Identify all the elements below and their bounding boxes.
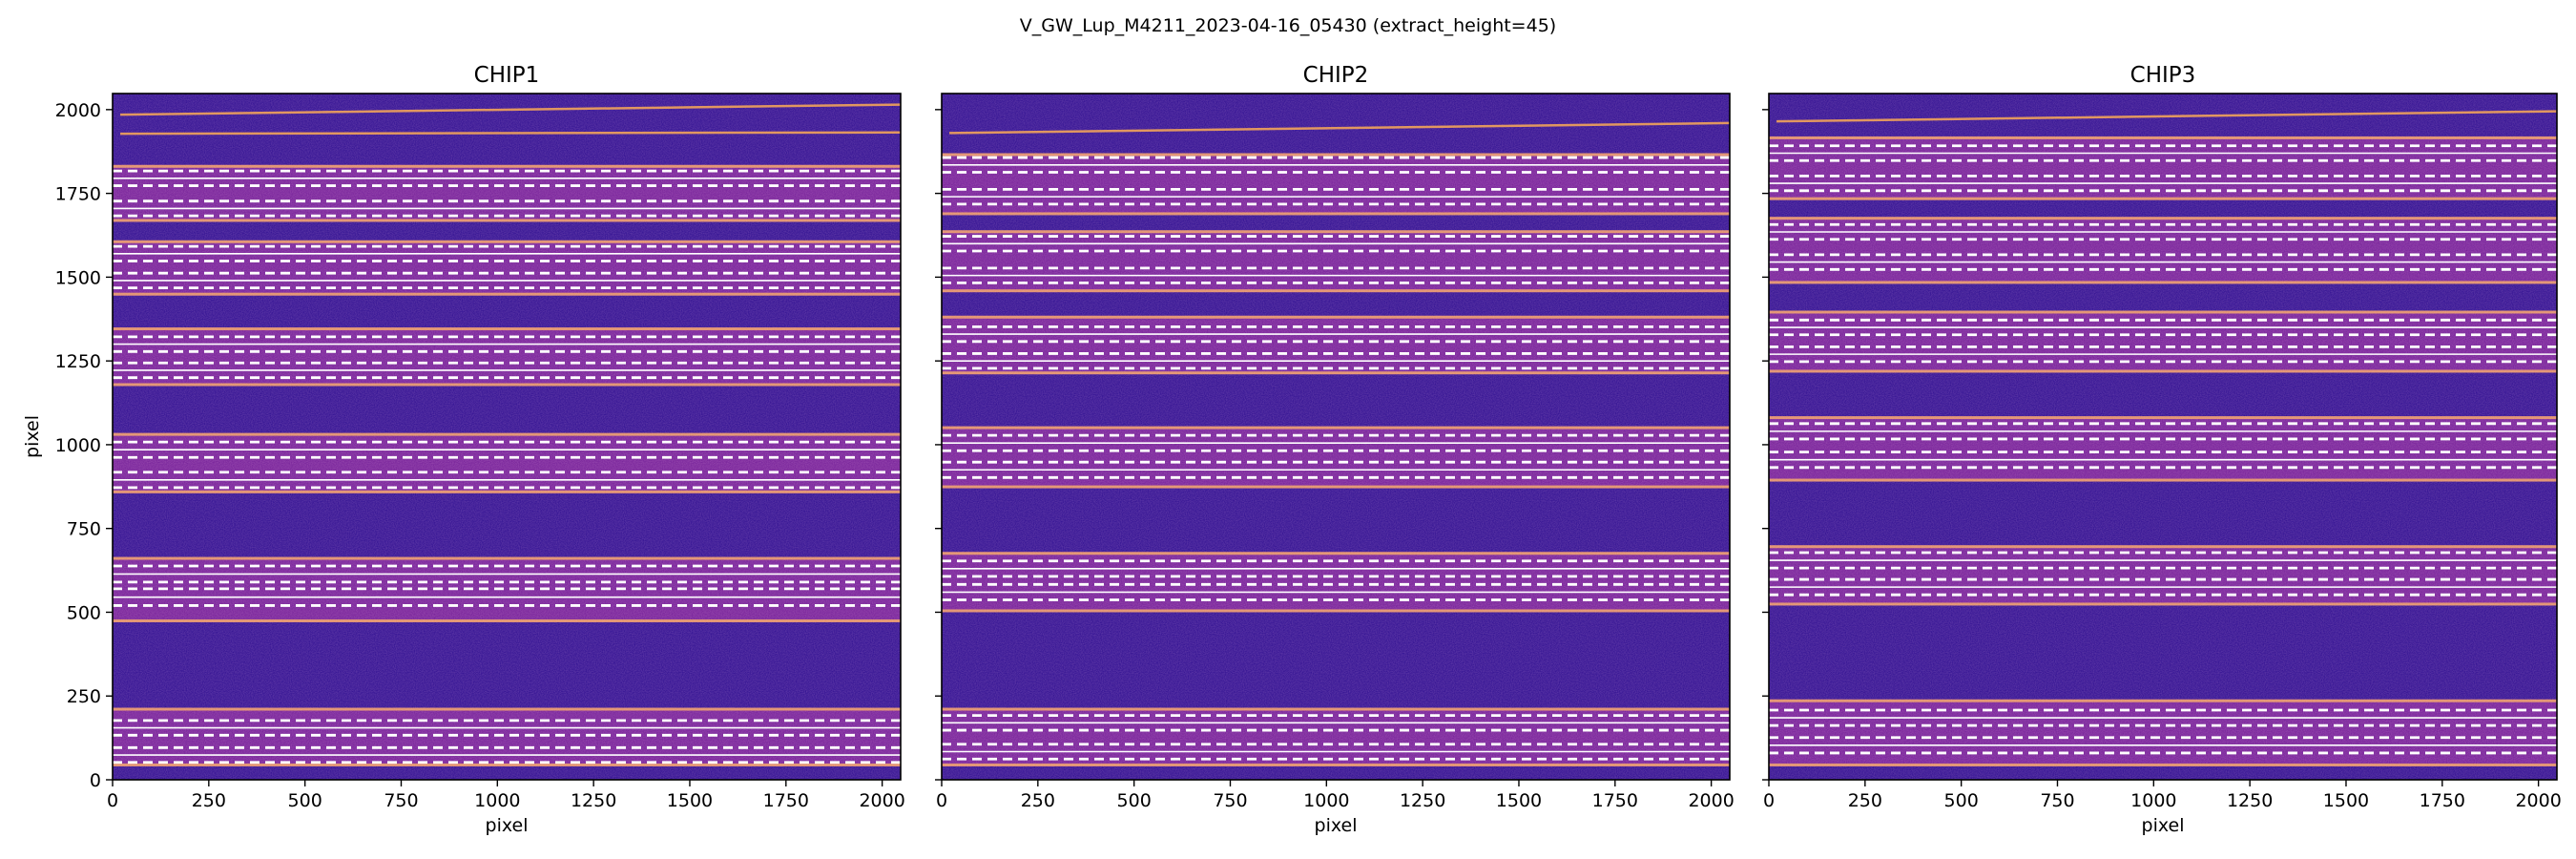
- x-tick-label: 750: [2040, 790, 2074, 811]
- suptitle: V_GW_Lup_M4211_2023-04-16_05430 (extract…: [1020, 15, 1556, 36]
- y-tick-label: 750: [67, 519, 101, 540]
- x-tick-label: 1250: [2227, 790, 2273, 811]
- x-tick-label: 1000: [1303, 790, 1349, 811]
- y-tick-label: 1250: [55, 351, 101, 372]
- tilted-line: [120, 131, 901, 136]
- x-tick-label: 250: [192, 790, 226, 811]
- x-tick-label: 1000: [474, 790, 520, 811]
- x-axis-label: pixel: [486, 815, 529, 836]
- noise-texture: [1769, 94, 2557, 780]
- x-tick-label: 0: [936, 790, 947, 811]
- x-tick-label: 2000: [2515, 790, 2561, 811]
- x-tick-label: 750: [1213, 790, 1247, 811]
- x-tick-label: 500: [288, 790, 322, 811]
- x-tick-label: 1750: [763, 790, 809, 811]
- x-tick-label: 2000: [1688, 790, 1734, 811]
- y-tick-label: 500: [67, 602, 101, 623]
- x-tick-label: 0: [107, 790, 118, 811]
- panel-title: CHIP3: [2130, 63, 2196, 88]
- tilted-line: [1776, 110, 2557, 123]
- panel-title: CHIP2: [1303, 63, 1369, 88]
- noise-texture: [942, 94, 1730, 780]
- y-tick-label: 1000: [55, 435, 101, 456]
- y-tick-label: 1500: [55, 267, 101, 288]
- x-tick-label: 250: [1848, 790, 1882, 811]
- x-tick-label: 500: [1117, 790, 1152, 811]
- x-tick-label: 1500: [1496, 790, 1542, 811]
- image-area: [113, 94, 901, 780]
- x-tick-label: 750: [384, 790, 418, 811]
- image-area: [1769, 94, 2557, 780]
- x-tick-label: 1250: [1400, 790, 1445, 811]
- y-axis-label: pixel: [22, 415, 43, 458]
- x-tick-label: 1750: [1592, 790, 1638, 811]
- x-tick-label: 1250: [571, 790, 616, 811]
- x-tick-label: 1500: [2323, 790, 2369, 811]
- panel-1: CHIP1 0 250 500 750 1000 1250 1500 1750 2000 pixel…: [22, 63, 905, 836]
- x-tick-label: 500: [1944, 790, 1979, 811]
- axes-frame: [941, 93, 1731, 781]
- y-tick-label: 250: [67, 686, 101, 707]
- x-tick-label: 1750: [2420, 790, 2465, 811]
- y-tick-label: 2000: [55, 100, 101, 121]
- y-tick-label: 0: [90, 770, 101, 791]
- panel-3: CHIP3 0 250 500 750 1000 1250 1500 1750 2000 pixel: [1762, 63, 2562, 836]
- x-tick-label: 250: [1021, 790, 1055, 811]
- x-tick-label: 1500: [667, 790, 713, 811]
- panel-title: CHIP1: [474, 63, 540, 88]
- image-area: [942, 94, 1730, 780]
- axes-frame: [112, 93, 902, 781]
- panel-2: CHIP2 0 250 500 750 1000 1250 1500 1750 2000 pixel: [935, 63, 1735, 836]
- tilted-line: [949, 121, 1730, 135]
- panels: CHIP1 0 250 500 750 1000 1250 1500 1750 2000 pixel…: [22, 63, 2562, 836]
- x-tick-label: 2000: [859, 790, 904, 811]
- axes-frame: [1768, 93, 2558, 781]
- y-tick-label: 1750: [55, 184, 101, 205]
- x-axis-label: pixel: [2142, 815, 2185, 836]
- tilted-line: [120, 103, 901, 116]
- x-tick-label: 0: [1763, 790, 1775, 811]
- x-axis-label: pixel: [1315, 815, 1358, 836]
- x-tick-label: 1000: [2130, 790, 2176, 811]
- noise-texture: [113, 94, 901, 780]
